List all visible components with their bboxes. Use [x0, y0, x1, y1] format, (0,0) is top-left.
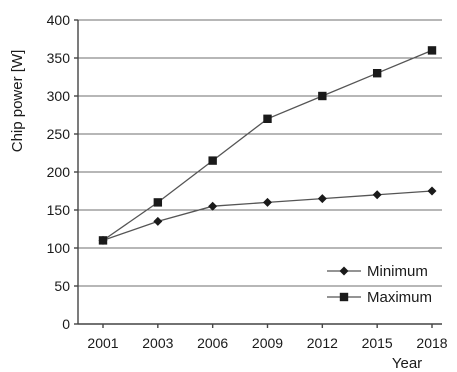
- grid-layer: [78, 19, 442, 287]
- y-tick-label: 150: [47, 202, 71, 218]
- x-tick-label: 2003: [142, 335, 173, 351]
- series-line-maximum: [102, 49, 433, 241]
- x-tick-label: 2006: [197, 335, 228, 351]
- data-point-maximum: [372, 69, 382, 78]
- x-tick-label: 2012: [307, 335, 338, 351]
- data-point-minimum: [153, 216, 163, 226]
- legend: Minimum Maximum: [327, 263, 432, 306]
- legend-marker-maximum: [339, 292, 349, 302]
- x-tick-label: 2009: [252, 335, 283, 351]
- y-axis-label: Chip power [W]: [9, 50, 26, 153]
- data-point-minimum: [263, 197, 272, 207]
- data-point-minimum: [372, 190, 382, 200]
- legend-label-maximum: Maximum: [367, 289, 432, 306]
- data-point-minimum: [427, 186, 437, 196]
- legend-label-minimum: Minimum: [367, 263, 428, 280]
- y-tick-label: 0: [62, 316, 70, 332]
- x-tick-label: 2001: [87, 335, 118, 351]
- axes-layer: 0 50 100 150 200 250 300 350 400 2001 2003 2006 2009…: [47, 12, 448, 351]
- x-axis-label: Year: [392, 355, 422, 372]
- y-tick-label: 250: [47, 126, 71, 142]
- y-tick-label: 50: [54, 278, 70, 294]
- x-tick-label: 2015: [362, 335, 393, 351]
- y-tick-label: 350: [47, 50, 71, 66]
- series-layer: [98, 46, 437, 245]
- y-tick-label: 400: [47, 12, 71, 28]
- y-tick-label: 100: [47, 240, 71, 256]
- data-point-maximum: [153, 198, 163, 207]
- data-point-maximum: [427, 46, 437, 55]
- data-point-minimum: [208, 201, 218, 211]
- legend-marker-minimum: [339, 266, 349, 276]
- data-point-maximum: [318, 91, 327, 101]
- y-tick-label: 200: [47, 164, 71, 180]
- y-tick-label: 300: [47, 88, 71, 104]
- x-tick-label: 2018: [416, 335, 447, 351]
- data-point-minimum: [317, 194, 327, 204]
- data-point-maximum: [263, 114, 272, 123]
- data-point-maximum: [98, 236, 108, 245]
- data-point-maximum: [208, 156, 217, 165]
